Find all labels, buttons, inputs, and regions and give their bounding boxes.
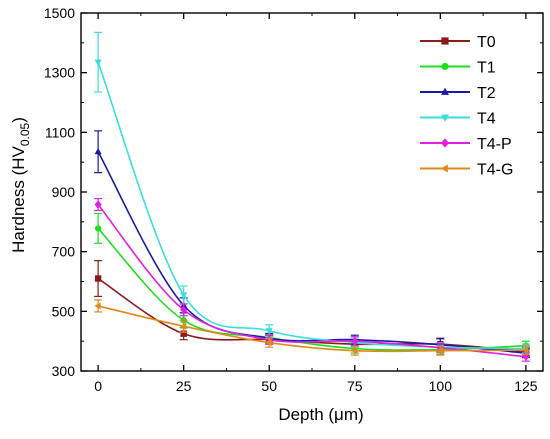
legend-item-t1: T1 [420, 60, 496, 77]
series-line-t1 [97, 227, 526, 351]
legend-label: T4 [477, 111, 496, 128]
x-tick-label: 50 [261, 378, 277, 394]
y-tick-label: 500 [52, 303, 76, 319]
legend-item-t4-g: T4-G [420, 162, 513, 179]
axes: 0 25 50 75 100 125 300 500 700 900 1100 1300 1500 [44, 5, 544, 394]
y-axis-title-main: Hardness (HV [9, 145, 28, 252]
legend: T0 T1 T2 T4 T4-P T4-G [420, 34, 513, 179]
x-tick-label: 25 [176, 378, 192, 394]
series-line-t4-p [97, 204, 526, 358]
data-point [522, 346, 529, 354]
x-tick-label: 75 [347, 378, 363, 394]
y-axis-title: Hardness (HV0.05) [9, 117, 32, 253]
y-tick-label: 300 [52, 363, 76, 379]
legend-marker [441, 114, 449, 122]
x-tick-label: 0 [94, 378, 102, 394]
series-t4-p [94, 197, 530, 362]
legend-label: T0 [477, 34, 496, 51]
legend-marker [441, 87, 449, 95]
data-point [94, 59, 102, 67]
series-t4-g [94, 299, 530, 356]
series-curves [94, 31, 530, 362]
data-point [436, 347, 443, 355]
data-point [350, 347, 358, 355]
data-point [94, 275, 102, 282]
data-point [180, 292, 188, 299]
data-point [265, 328, 273, 335]
data-point [265, 339, 272, 347]
x-tick-label: 125 [514, 378, 538, 394]
legend-item-t2: T2 [420, 85, 496, 102]
legend-label: T2 [477, 85, 496, 102]
data-point [180, 330, 187, 337]
legend-label: T1 [477, 60, 496, 77]
series-line-t4 [97, 61, 526, 350]
x-tick-label: 100 [429, 378, 453, 394]
legend-marker [440, 164, 448, 173]
series-line-t4-g [97, 305, 526, 353]
legend-item-t4-p: T4-P [420, 136, 512, 153]
legend-item-t4: T4 [420, 111, 496, 128]
y-tick-label: 900 [52, 184, 76, 200]
x-axis-title: Depth (μm) [278, 405, 363, 424]
legend-marker [441, 62, 449, 71]
legend-label: T4-P [477, 136, 512, 153]
data-point [94, 200, 102, 209]
y-tick-label: 700 [52, 244, 76, 260]
series-t4 [94, 31, 530, 354]
data-point [351, 337, 359, 346]
series-t1 [94, 212, 530, 355]
data-point [179, 322, 187, 330]
y-axis-title-sub: 0.05 [18, 122, 32, 146]
legend-item-t0: T0 [420, 34, 496, 51]
data-point [94, 302, 101, 310]
data-point [94, 147, 102, 155]
y-tick-label: 1300 [44, 65, 75, 81]
legend-label: T4-G [477, 162, 513, 179]
data-point [180, 305, 188, 315]
y-tick-label: 1500 [44, 5, 75, 21]
y-axis-title-close: ) [9, 117, 28, 123]
data-point [94, 225, 102, 232]
y-tick-label: 1100 [45, 124, 75, 140]
legend-marker [441, 138, 449, 148]
plot-frame [80, 12, 544, 372]
legend-marker [441, 37, 449, 45]
